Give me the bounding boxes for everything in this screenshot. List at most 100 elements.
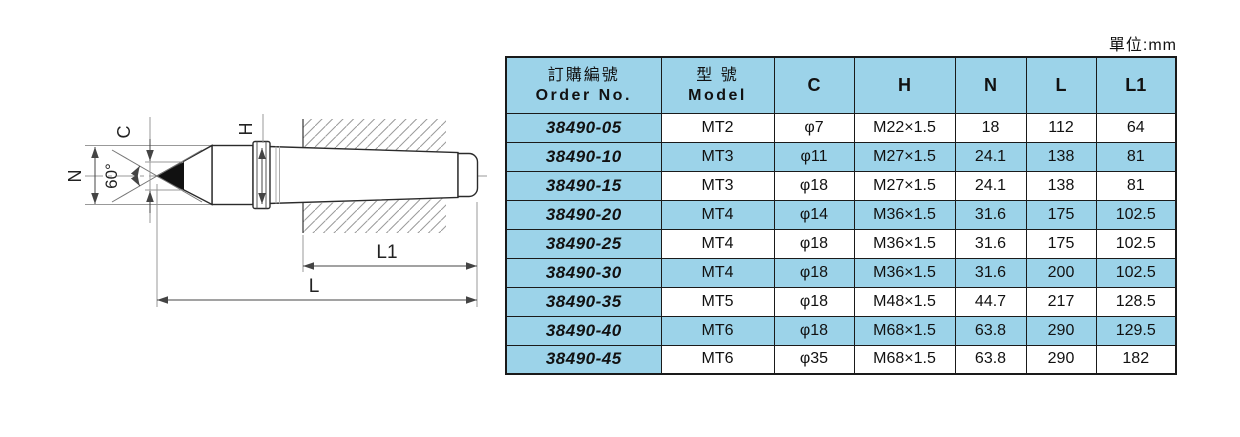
cell-model: MT2: [660, 112, 775, 143]
second-groove-lines: [275, 146, 280, 204]
cell-n: 31.6: [954, 257, 1027, 288]
cell-n: 24.1: [954, 141, 1027, 172]
cell-c: φ18: [773, 257, 855, 288]
cell-order-no: 38490-45: [505, 344, 662, 375]
unit-note: 單位:mm: [1108, 37, 1177, 54]
cell-c: φ11: [773, 141, 855, 172]
cell-order-no: 38490-25: [505, 228, 662, 259]
table-row: 38490-40 MT6 φ18 M68×1.5 63.8 290 129.5: [505, 315, 1177, 346]
cell-l1: 102.5: [1095, 199, 1177, 230]
cell-l1: 102.5: [1095, 228, 1177, 259]
cell-n: 18: [954, 112, 1027, 143]
model-header-en: Model: [688, 86, 747, 104]
cell-n: 31.6: [954, 228, 1027, 259]
taper-shank: [267, 145, 459, 205]
c-tick-lines: [145, 161, 183, 191]
cell-l1: 128.5: [1095, 286, 1177, 317]
table-row: 38490-25 MT4 φ18 M36×1.5 31.6 175 102.5: [505, 228, 1177, 259]
cell-l: 112: [1025, 112, 1097, 143]
cell-model: MT4: [660, 199, 775, 230]
cell-order-no: 38490-35: [505, 286, 662, 317]
cell-h: M36×1.5: [853, 228, 956, 259]
cell-l1: 81: [1095, 141, 1177, 172]
cell-c: φ18: [773, 315, 855, 346]
l-label: L: [309, 276, 320, 297]
table-row: 38490-15 MT3 φ18 M27×1.5 24.1 138 81: [505, 170, 1177, 201]
cell-l: 175: [1025, 228, 1097, 259]
cell-order-no: 38490-40: [505, 315, 662, 346]
carbide-tip: [157, 162, 184, 190]
c-label: C: [114, 126, 134, 139]
cell-order-no: 38490-05: [505, 112, 662, 143]
cell-c: φ18: [773, 228, 855, 259]
l1-label: L1: [376, 242, 397, 263]
cell-order-no: 38490-15: [505, 170, 662, 201]
cell-c: φ35: [773, 344, 855, 375]
order-no-header-en: Order No.: [535, 86, 632, 104]
cell-h: M27×1.5: [853, 170, 956, 201]
cell-l: 290: [1025, 315, 1097, 346]
cell-n: 24.1: [954, 170, 1027, 201]
cell-l1: 182: [1095, 344, 1177, 375]
cell-l1: 102.5: [1095, 257, 1177, 288]
cell-l: 138: [1025, 141, 1097, 172]
model-header-zh: 型 號: [696, 66, 739, 84]
cell-l1: 129.5: [1095, 315, 1177, 346]
order-no-header-zh: 訂購編號: [547, 66, 620, 84]
collar-groove-lines: [256, 141, 267, 209]
c-header: C: [807, 74, 821, 95]
cell-model: MT6: [660, 315, 775, 346]
col-header-order-no: 訂購編號 Order No.: [505, 56, 662, 114]
col-header-c: C: [773, 56, 855, 114]
angle-arc: [130, 165, 141, 187]
h-header: H: [898, 74, 911, 95]
cell-n: 63.8: [954, 315, 1027, 346]
h-label: H: [236, 123, 256, 136]
angle-label: 60°: [102, 163, 121, 189]
dead-center-body: [155, 140, 479, 210]
cell-n: 31.6: [954, 199, 1027, 230]
table-row: 38490-20 MT4 φ14 M36×1.5 31.6 175 102.5: [505, 199, 1177, 230]
cell-l: 217: [1025, 286, 1097, 317]
col-header-h: H: [853, 56, 956, 114]
n-header: N: [984, 74, 997, 95]
hatch-wall-top: [303, 119, 446, 153]
cell-model: MT6: [660, 344, 775, 375]
table-row: 38490-30 MT4 φ18 M36×1.5 31.6 200 102.5: [505, 257, 1177, 288]
cell-l1: 64: [1095, 112, 1177, 143]
cell-h: M27×1.5: [853, 141, 956, 172]
table-row: 38490-35 MT5 φ18 M48×1.5 44.7 217 128.5: [505, 286, 1177, 317]
col-header-l: L: [1025, 56, 1097, 114]
cell-h: M68×1.5: [853, 315, 956, 346]
cell-model: MT5: [660, 286, 775, 317]
table-row: 38490-45 MT6 φ35 M68×1.5 63.8 290 182: [505, 344, 1177, 375]
n-label: N: [65, 170, 85, 183]
cell-c: φ18: [773, 286, 855, 317]
col-header-model: 型 號 Model: [660, 56, 775, 114]
cell-h: M68×1.5: [853, 344, 956, 375]
cell-l: 175: [1025, 199, 1097, 230]
cell-order-no: 38490-10: [505, 141, 662, 172]
n-extension-lines: [85, 145, 212, 205]
spec-table: 訂購編號 Order No. 型 號 Model C H N L L1 3849…: [505, 56, 1177, 375]
col-header-n: N: [954, 56, 1027, 114]
cell-h: M22×1.5: [853, 112, 956, 143]
table-row: 38490-05 MT2 φ7 M22×1.5 18 112 64: [505, 112, 1177, 143]
table-row: 38490-10 MT3 φ11 M27×1.5 24.1 138 81: [505, 141, 1177, 172]
hatch-wall-bottom: [303, 198, 446, 233]
angle-construction-lines: [111, 149, 203, 203]
cell-l1: 81: [1095, 170, 1177, 201]
cell-model: MT4: [660, 257, 775, 288]
dead-center-technical-drawing: 60° C N H L1 L: [65, 114, 490, 307]
l1-header: L1: [1125, 74, 1147, 95]
cell-l: 138: [1025, 170, 1097, 201]
cell-model: MT3: [660, 141, 775, 172]
body-cylinder: [211, 144, 254, 206]
cell-h: M48×1.5: [853, 286, 956, 317]
header-row: 訂購編號 Order No. 型 號 Model C H N L L1: [505, 56, 1177, 114]
cell-l: 200: [1025, 257, 1097, 288]
cell-n: 44.7: [954, 286, 1027, 317]
cell-model: MT3: [660, 170, 775, 201]
cone-point: [155, 144, 213, 206]
